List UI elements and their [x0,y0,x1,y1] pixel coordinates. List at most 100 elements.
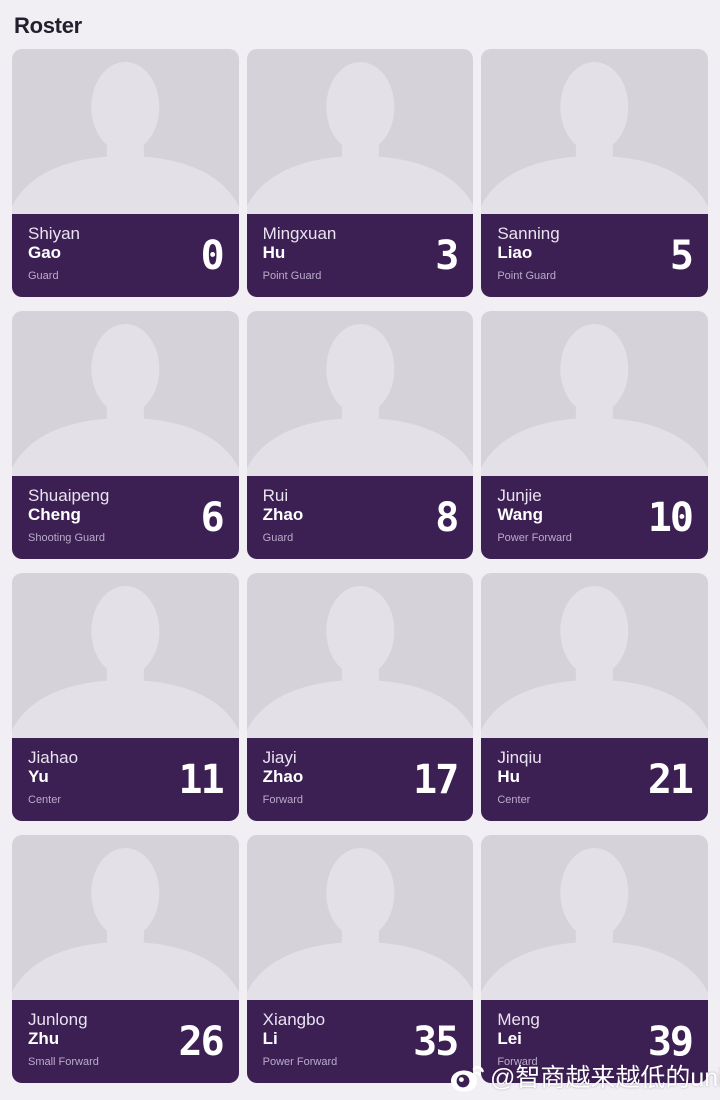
player-avatar-placeholder [12,835,239,1000]
player-info-bar: Mingxuan Hu Point Guard 3 [246,214,474,297]
player-jersey-number: 8 [435,495,459,541]
player-jersey-number: 3 [435,233,459,279]
player-first-name: Rui [262,486,289,505]
page-header: Roster [0,0,720,49]
player-position: Small Forward [28,1056,99,1069]
player-position: Center [28,794,62,807]
player-card[interactable]: Jiahao Yu Center 11 [12,573,239,821]
player-last-name: Lei [497,1029,522,1049]
player-avatar-placeholder [246,835,474,1000]
player-position: Guard [28,270,59,283]
player-avatar-placeholder [481,311,708,476]
player-jersey-number: 10 [647,495,694,541]
player-first-name: Shuaipeng [28,486,110,505]
person-silhouette-icon [481,848,708,1000]
player-avatar-placeholder [481,835,708,1000]
player-first-name: Jinqiu [497,748,542,767]
player-position: Point Guard [262,270,322,283]
player-info-bar: Xiangbo Li Power Forward 35 [246,1000,474,1083]
person-silhouette-icon [12,848,239,1000]
player-card[interactable]: Jiayi Zhao Forward 17 [246,573,474,821]
roster-grid: Shiyan Gao Guard 0 Mingxuan Hu Point Gua… [0,49,720,1083]
player-card[interactable]: Mingxuan Hu Point Guard 3 [246,49,474,297]
player-card[interactable]: Junjie Wang Power Forward 10 [481,311,708,559]
player-avatar-placeholder [481,49,708,214]
player-first-name: Mingxuan [262,224,337,243]
player-last-name: Hu [497,767,520,787]
person-silhouette-icon [481,586,708,738]
player-info-bar: Junlong Zhu Small Forward 26 [12,1000,239,1083]
player-last-name: Zhao [262,767,304,787]
person-silhouette-icon [246,848,474,1000]
player-first-name: Junjie [497,486,542,505]
player-info-bar: Jinqiu Hu Center 21 [481,738,708,821]
player-jersey-number: 11 [178,757,224,803]
person-silhouette-icon [481,62,708,214]
player-avatar-placeholder [481,573,708,738]
player-position: Power Forward [497,532,572,545]
player-card[interactable]: Meng Lei Forward 39 [481,835,708,1083]
player-position: Guard [262,532,294,545]
player-jersey-number: 39 [647,1019,694,1065]
player-last-name: Liao [497,243,533,263]
player-last-name: Li [262,1029,278,1049]
player-position: Center [497,794,531,807]
player-info-bar: Jiahao Yu Center 11 [12,738,239,821]
player-info-bar: Rui Zhao Guard 8 [246,476,474,559]
player-card[interactable]: Rui Zhao Guard 8 [246,311,474,559]
person-silhouette-icon [12,62,239,214]
player-name-block: Junjie Wang Power Forward [497,486,572,551]
player-card[interactable]: Shiyan Gao Guard 0 [12,49,239,297]
player-position: Forward [262,794,303,807]
player-avatar-placeholder [246,573,474,738]
player-card[interactable]: Junlong Zhu Small Forward 26 [12,835,239,1083]
player-jersey-number: 6 [200,495,225,541]
player-name-block: Shiyan Gao Guard [28,224,80,289]
player-info-bar: Shiyan Gao Guard 0 [12,214,239,297]
page-title: Roster [14,13,82,38]
person-silhouette-icon [246,586,474,738]
player-info-bar: Junjie Wang Power Forward 10 [481,476,708,559]
player-last-name: Yu [28,767,49,787]
player-name-block: Rui Zhao Guard [263,486,304,551]
player-last-name: Zhao [262,505,304,525]
player-last-name: Cheng [28,505,81,525]
player-last-name: Gao [28,243,62,263]
player-name-block: Jinqiu Hu Center [497,748,541,813]
player-card[interactable]: Xiangbo Li Power Forward 35 [246,835,474,1083]
player-jersey-number: 5 [669,233,694,279]
player-position: Point Guard [497,270,557,283]
player-avatar-placeholder [246,311,474,476]
player-first-name: Junlong [28,1010,88,1029]
player-last-name: Zhu [28,1029,60,1049]
player-avatar-placeholder [12,573,239,738]
player-name-block: Jiayi Zhao Forward [263,748,304,813]
player-jersey-number: 0 [200,233,225,279]
person-silhouette-icon [12,324,239,476]
player-card[interactable]: Sanning Liao Point Guard 5 [481,49,708,297]
player-first-name: Sanning [497,224,560,243]
player-position: Shooting Guard [28,532,106,545]
player-last-name: Wang [497,505,543,525]
player-position: Forward [497,1056,538,1069]
player-name-block: Xiangbo Li Power Forward [263,1010,338,1075]
player-first-name: Shiyan [28,224,80,243]
player-first-name: Jiayi [262,748,297,767]
player-name-block: Junlong Zhu Small Forward [28,1010,99,1075]
player-info-bar: Meng Lei Forward 39 [481,1000,708,1083]
player-position: Power Forward [262,1056,338,1069]
player-card[interactable]: Jinqiu Hu Center 21 [481,573,708,821]
player-info-bar: Sanning Liao Point Guard 5 [481,214,708,297]
player-name-block: Mingxuan Hu Point Guard [263,224,337,289]
player-name-block: Sanning Liao Point Guard [497,224,559,289]
person-silhouette-icon [246,62,474,214]
player-jersey-number: 17 [413,757,459,803]
player-first-name: Meng [497,1010,540,1029]
player-card[interactable]: Shuaipeng Cheng Shooting Guard 6 [12,311,239,559]
player-info-bar: Jiayi Zhao Forward 17 [246,738,474,821]
player-jersey-number: 21 [647,757,694,803]
person-silhouette-icon [481,324,708,476]
person-silhouette-icon [12,586,239,738]
player-info-bar: Shuaipeng Cheng Shooting Guard 6 [12,476,239,559]
player-name-block: Shuaipeng Cheng Shooting Guard [28,486,109,551]
